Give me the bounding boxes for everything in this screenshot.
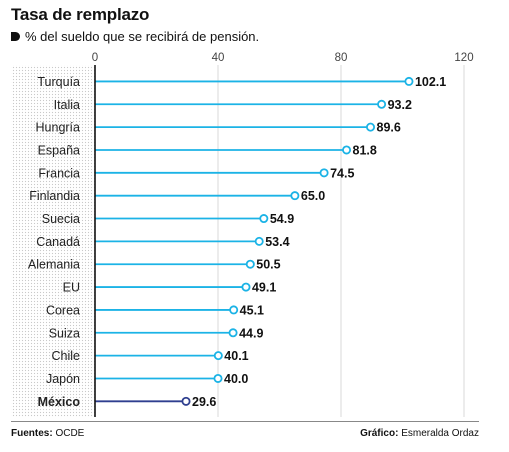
value-label: 29.6 [192,395,216,409]
category-label: Turquía [37,75,80,89]
source-label: Fuentes: [11,428,53,439]
category-label: México [38,395,81,409]
x-tick-label: 0 [92,52,98,64]
value-label: 45.1 [240,303,264,317]
footer-divider [11,421,479,422]
source-value: OCDE [55,428,85,439]
category-label: Chile [52,349,81,363]
category-label: Suecia [42,212,80,226]
footer-credit: Gráfico: Esmeralda Ordaz [360,428,479,439]
bar-marker [342,145,352,155]
bar-row: Corea 45.1 [46,303,264,317]
category-label: Francia [38,166,80,180]
label-panel-background [11,65,95,417]
bar-row: Alemania 50.5 [28,258,281,272]
value-label: 74.5 [330,166,354,180]
bar-row: Japón 40.0 [46,372,248,386]
bar-marker [366,122,376,132]
square-bullet-icon [11,32,20,41]
value-label: 40.0 [224,372,248,386]
category-label: Japón [46,372,80,386]
bar-marker [377,99,387,109]
bars: Turquía 102.1 Italia 93.2 Hungría 89.6 España 8… [28,75,446,409]
bar-marker [241,282,251,292]
bar-marker [319,168,329,178]
value-label: 93.2 [388,98,412,112]
bar-marker [229,305,239,315]
value-label: 102.1 [415,75,446,89]
subtitle-text: % del sueldo que se recibirá de pensión. [25,29,260,44]
value-label: 44.9 [239,326,263,340]
bar-marker [213,373,223,383]
value-label: 54.9 [270,212,294,226]
category-label: España [38,143,80,157]
bar-row: Chile 40.1 [52,349,249,363]
lollipop-chart: 0 40 80 120 Turquía 102.1 Italia 93.2 Hungría 89… [11,52,474,417]
category-label: Hungría [36,121,81,135]
category-label: Alemania [28,258,80,272]
bar-row: México 29.6 [38,395,217,409]
bar-marker [181,396,191,406]
x-tick-label: 120 [454,52,473,64]
value-label: 49.1 [252,281,276,295]
value-label: 53.4 [265,235,289,249]
bar-marker [254,236,264,246]
x-tick-label: 80 [335,52,348,64]
category-label: Italia [54,98,80,112]
footer-source: Fuentes: OCDE [11,428,84,439]
chart-subtitle: % del sueldo que se recibirá de pensión. [11,29,259,44]
value-label: 50.5 [256,258,280,272]
category-label: Corea [46,303,80,317]
category-label: Canadá [36,235,80,249]
bar-row: Francia 74.5 [38,166,354,180]
value-label: 81.8 [353,143,377,157]
bar-marker [404,76,414,86]
bar-marker [245,259,255,269]
bar-row: Turquía 102.1 [37,75,446,89]
bar-row: Hungría 89.6 [36,121,401,135]
credit-label: Gráfico: [360,428,399,439]
bar-row: Canadá 53.4 [36,235,289,249]
bar-row: EU 49.1 [63,281,277,295]
bar-marker [259,214,269,224]
bar-marker [290,191,300,201]
bar-row: Suecia 54.9 [42,212,294,226]
value-label: 65.0 [301,189,325,203]
category-label: Suiza [49,326,80,340]
value-label: 40.1 [224,349,248,363]
x-tick-label: 40 [212,52,225,64]
bar-marker [228,328,238,338]
bar-marker [213,351,223,361]
credit-value: Esmeralda Ordaz [401,428,479,439]
category-label: EU [63,281,80,295]
bar-row: Italia 93.2 [54,98,412,112]
value-label: 89.6 [377,121,401,135]
bar-row: Suiza 44.9 [49,326,264,340]
chart-title: Tasa de remplazo [11,5,150,24]
x-axis-ticks: 0 40 80 120 [92,52,474,64]
bar-row: España 81.8 [38,143,377,157]
category-label: Finlandia [29,189,80,203]
bar-row: Finlandia 65.0 [29,189,325,203]
